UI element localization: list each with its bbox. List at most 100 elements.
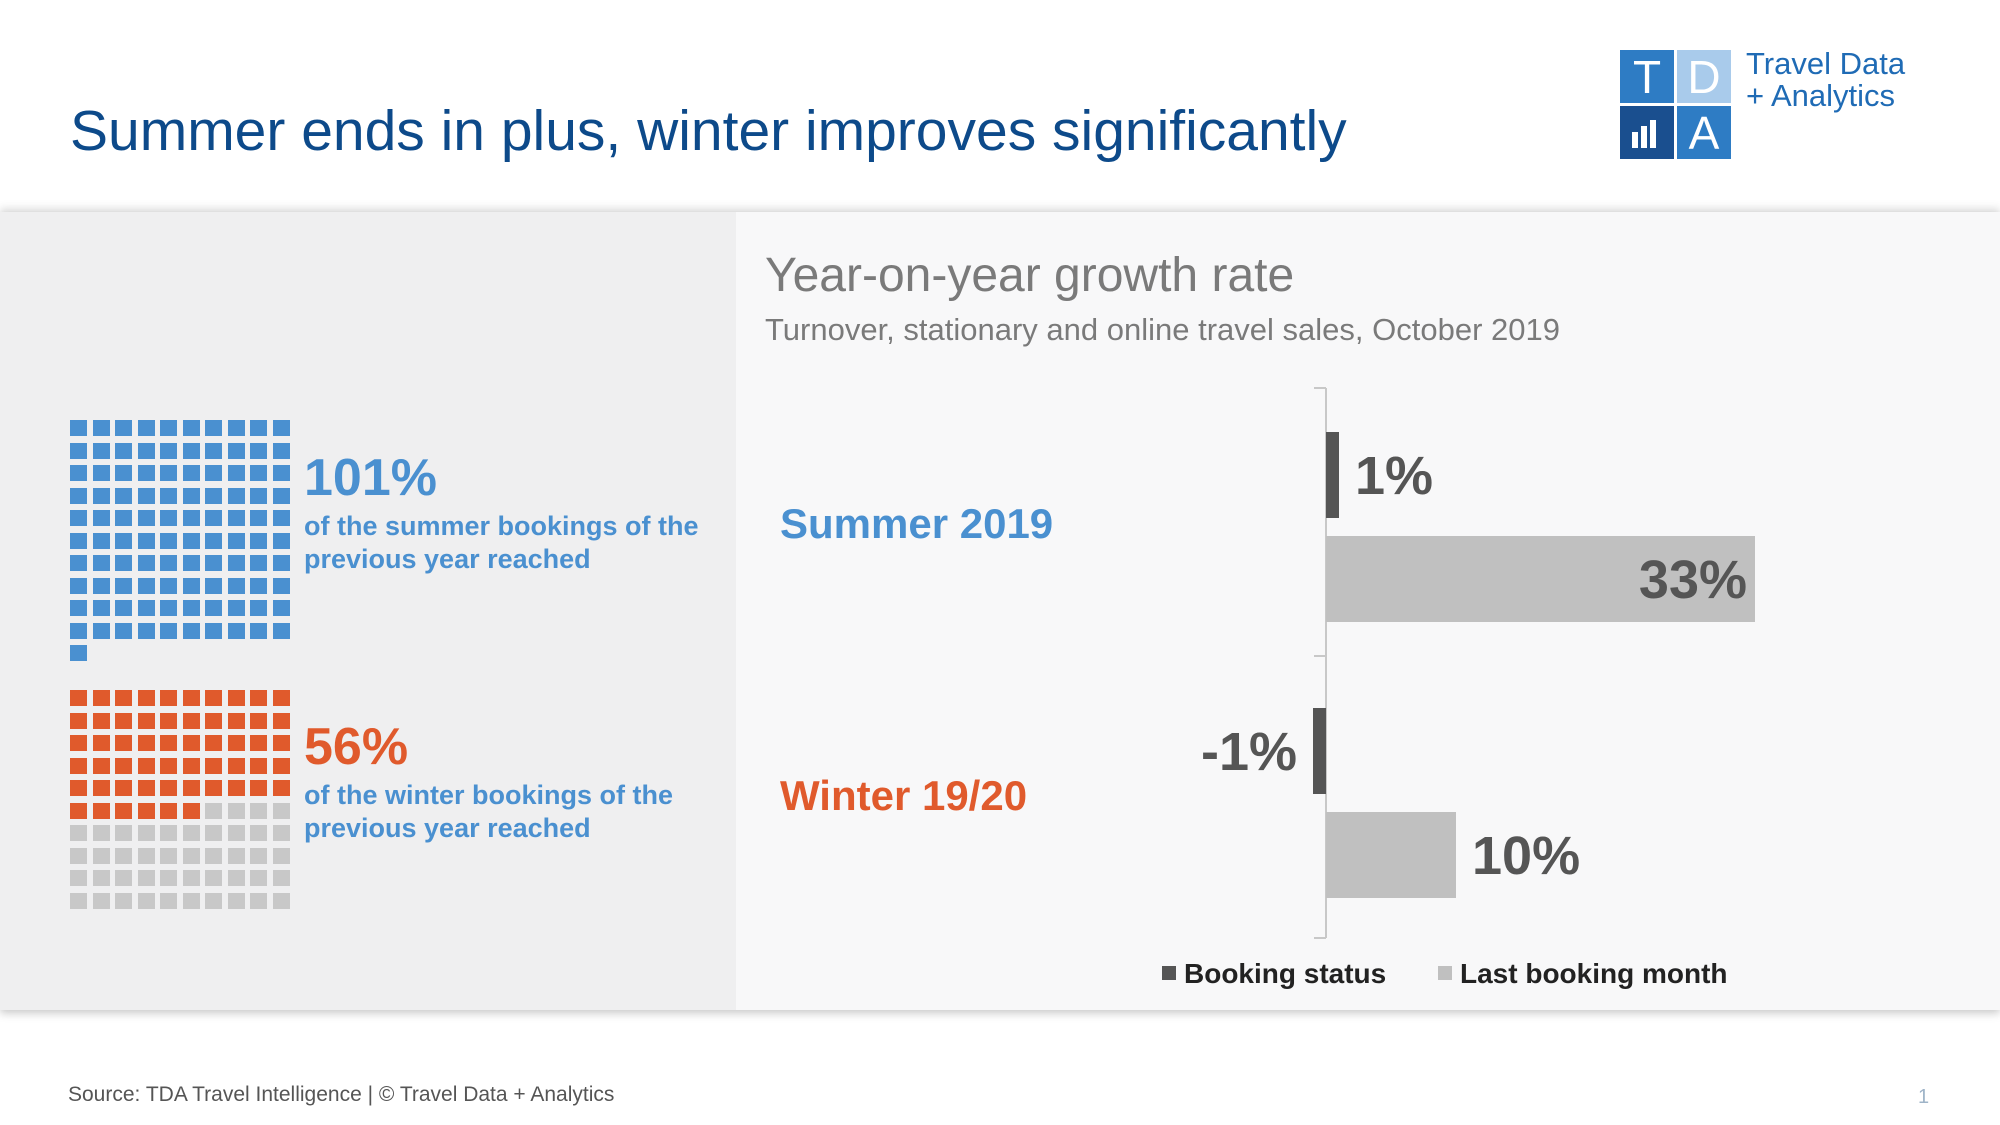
waffle-square [70, 532, 87, 549]
waffle-square [250, 600, 267, 616]
waffle-square [92, 465, 110, 481]
waffle-square [227, 892, 245, 909]
waffle-square [70, 577, 87, 594]
waffle-square [115, 780, 132, 796]
waffle-square [205, 690, 222, 706]
legend-swatch-dark [1162, 965, 1176, 980]
waffle-square [272, 487, 290, 504]
waffle-square [227, 510, 245, 526]
waffle-square [272, 735, 290, 751]
waffle-square [205, 735, 222, 751]
waffle-square [70, 555, 87, 571]
waffle-square [92, 510, 110, 526]
waffle-square [272, 802, 290, 819]
waffle-square [92, 825, 110, 841]
waffle-square [92, 487, 110, 504]
waffle-square [250, 622, 267, 639]
waffle-square [272, 532, 290, 549]
waffle-square [250, 825, 267, 841]
waffle-square [137, 487, 155, 504]
waffle-square [227, 442, 245, 459]
waffle-square [160, 465, 177, 481]
waffle-square [92, 577, 110, 594]
waffle-square [160, 870, 177, 886]
waffle-square [92, 690, 110, 706]
waffle-square [137, 757, 155, 774]
waffle-square [70, 735, 87, 751]
waffle-square [70, 892, 87, 909]
waffle-square [272, 442, 290, 459]
waffle-square [92, 442, 110, 459]
waffle-square [115, 757, 132, 774]
waffle-square [92, 757, 110, 774]
winter-description: of the winter bookings of the previous y… [304, 780, 673, 843]
waffle-square [227, 757, 245, 774]
waffle-square [205, 532, 222, 549]
waffle-square [70, 757, 87, 774]
waffle-square [205, 622, 222, 639]
waffle-square [137, 510, 155, 526]
waffle-square [227, 622, 245, 639]
waffle-square [160, 802, 177, 819]
waffle-square [227, 802, 245, 819]
legend-last-booking-month: Last booking month [1438, 958, 1728, 990]
bar [1313, 708, 1326, 794]
waffle-square [115, 420, 132, 436]
waffle-square [160, 532, 177, 549]
waffle-square [115, 577, 132, 594]
waffle-square [160, 892, 177, 909]
waffle-square [160, 577, 177, 594]
waffle-square [137, 465, 155, 481]
category-label-summer: Summer 2019 [780, 500, 1054, 547]
waffle-square [272, 577, 290, 594]
header: Summer ends in plus, winter improves sig… [0, 0, 2000, 212]
waffle-square [115, 622, 132, 639]
waffle-square [250, 420, 267, 436]
waffle-square [137, 892, 155, 909]
waffle-square [160, 757, 177, 774]
summer-description: of the summer bookings of the previous y… [304, 511, 699, 574]
waffle-square [160, 442, 177, 459]
waffle-square [227, 487, 245, 504]
waffle-square [272, 510, 290, 526]
waffle-square [205, 870, 222, 886]
waffle-square [92, 420, 110, 436]
data-label: 1% [1355, 446, 1433, 506]
waffle-square [160, 735, 177, 751]
waffle-square [115, 442, 132, 459]
waffle-square [115, 735, 132, 751]
waffle-square [70, 712, 87, 729]
legend-label-booking-status: Booking status [1184, 958, 1387, 989]
data-label: 10% [1472, 826, 1580, 886]
waffle-square [182, 442, 200, 459]
waffle-square [92, 847, 110, 864]
waffle-square [70, 622, 87, 639]
waffle-square [250, 847, 267, 864]
waffle-square [92, 892, 110, 909]
waffle-square [115, 555, 132, 571]
waffle-square [205, 802, 222, 819]
bar [1326, 812, 1456, 898]
waffle-square [182, 487, 200, 504]
waffle-square [272, 622, 290, 639]
waffle-square [205, 712, 222, 729]
waffle-square [70, 420, 87, 436]
waffle-square [182, 690, 200, 706]
waffle-square [92, 712, 110, 729]
waffle-square [137, 825, 155, 841]
waffle-square [182, 577, 200, 594]
logo-letter-a: A [1677, 106, 1731, 159]
logo: T D A Travel Data + Analytics [1620, 48, 1932, 160]
waffle-square [160, 847, 177, 864]
waffle-square [272, 465, 290, 481]
waffle-square [205, 892, 222, 909]
page-number: 1 [1918, 1086, 1930, 1108]
waffle-square [182, 847, 200, 864]
waffle-square [205, 465, 222, 481]
waffle-square [205, 780, 222, 796]
waffle-square [227, 825, 245, 841]
footer-source: Source: TDA Travel Intelligence | © Trav… [68, 1083, 615, 1106]
page-title: Summer ends in plus, winter improves sig… [70, 99, 1347, 163]
waffle-square [182, 802, 200, 819]
chart-title: Year-on-year growth rate [765, 249, 1295, 302]
